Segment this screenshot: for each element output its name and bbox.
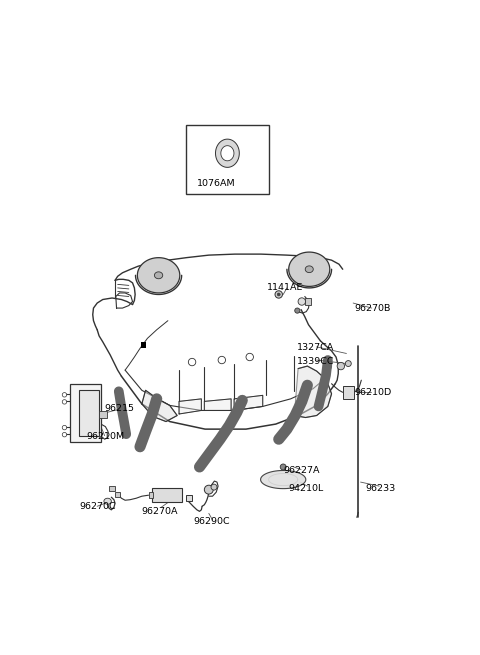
Polygon shape (152, 488, 182, 502)
Polygon shape (109, 486, 115, 491)
Text: 1339CC: 1339CC (297, 356, 335, 365)
Polygon shape (221, 145, 234, 161)
Circle shape (295, 308, 300, 313)
Text: 96210D: 96210D (354, 388, 391, 397)
Polygon shape (234, 396, 263, 411)
Circle shape (62, 432, 67, 437)
Polygon shape (142, 390, 177, 422)
Circle shape (345, 361, 351, 367)
Text: 1327CA: 1327CA (297, 343, 335, 352)
Polygon shape (204, 399, 231, 411)
Polygon shape (294, 366, 332, 417)
Polygon shape (148, 492, 153, 498)
Circle shape (62, 400, 67, 404)
Circle shape (62, 392, 67, 397)
Polygon shape (216, 139, 240, 168)
Polygon shape (261, 470, 306, 489)
Polygon shape (137, 257, 180, 293)
Text: 96270B: 96270B (355, 303, 391, 312)
Polygon shape (104, 498, 111, 504)
Polygon shape (305, 298, 311, 305)
Text: 96270C: 96270C (79, 502, 116, 511)
Text: 96210M: 96210M (87, 432, 125, 441)
Text: 1141AE: 1141AE (266, 284, 303, 292)
Polygon shape (79, 390, 99, 436)
Text: 96215: 96215 (104, 404, 134, 413)
Polygon shape (186, 495, 192, 501)
Text: 96227A: 96227A (283, 466, 320, 476)
Text: 96233: 96233 (365, 483, 396, 493)
Text: 96290C: 96290C (193, 517, 230, 526)
Polygon shape (186, 125, 269, 194)
Polygon shape (155, 272, 163, 279)
Circle shape (275, 291, 282, 298)
Text: 1076AM: 1076AM (197, 179, 236, 188)
Circle shape (280, 464, 286, 470)
Circle shape (218, 356, 226, 364)
Polygon shape (343, 386, 354, 399)
Circle shape (62, 425, 67, 430)
Polygon shape (141, 342, 145, 348)
Circle shape (277, 293, 280, 296)
Circle shape (204, 485, 213, 494)
Polygon shape (179, 399, 202, 414)
Circle shape (337, 362, 345, 370)
Polygon shape (289, 252, 330, 286)
Circle shape (246, 353, 253, 361)
Text: 96270A: 96270A (141, 507, 178, 516)
Circle shape (211, 484, 217, 490)
Text: 94210L: 94210L (289, 483, 324, 493)
Polygon shape (99, 411, 107, 417)
Polygon shape (305, 266, 313, 272)
Polygon shape (115, 492, 120, 497)
Circle shape (188, 358, 196, 365)
Circle shape (298, 298, 306, 305)
Polygon shape (71, 384, 101, 441)
